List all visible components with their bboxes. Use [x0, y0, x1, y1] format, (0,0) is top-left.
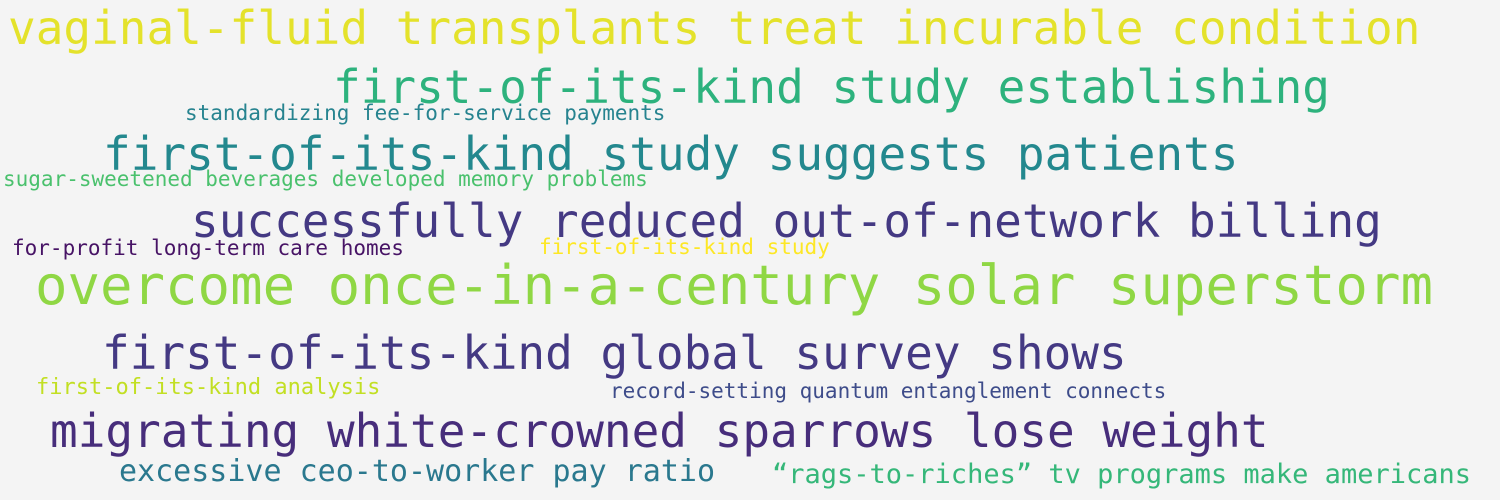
phrase-vaginal-fluid: vaginal-fluid transplants treat incurabl…: [8, 1, 1421, 55]
phrase-global-survey: first-of-its-kind global survey shows: [102, 326, 1127, 380]
phrase-quantum-entanglement: record-setting quantum entanglement conn…: [610, 379, 1167, 403]
phrase-standardizing-fee: standardizing fee-for-service payments: [185, 101, 666, 125]
phrase-out-of-network-billing: successfully reduced out-of-network bill…: [191, 194, 1382, 248]
phrase-sugar-sweetened: sugar-sweetened beverages developed memo…: [3, 167, 648, 191]
phrase-white-crowned-sparrows: migrating white-crowned sparrows lose we…: [50, 404, 1269, 458]
phrase-study-establishing: first-of-its-kind study establishing: [333, 60, 1330, 114]
phrase-care-homes: for-profit long-term care homes: [12, 236, 404, 260]
phrase-kind-study-small: first-of-its-kind study: [539, 235, 830, 259]
phrase-solar-superstorm: overcome once-in-a-century solar superst…: [35, 254, 1433, 317]
phrase-kind-analysis: first-of-its-kind analysis: [36, 375, 381, 400]
phrase-rags-to-riches: “rags-to-riches” tv programs make americ…: [772, 459, 1471, 490]
phrase-ceo-pay-ratio: excessive ceo-to-worker pay ratio: [119, 454, 716, 489]
phrase-study-suggests-patients: first-of-its-kind study suggests patient…: [103, 127, 1239, 181]
